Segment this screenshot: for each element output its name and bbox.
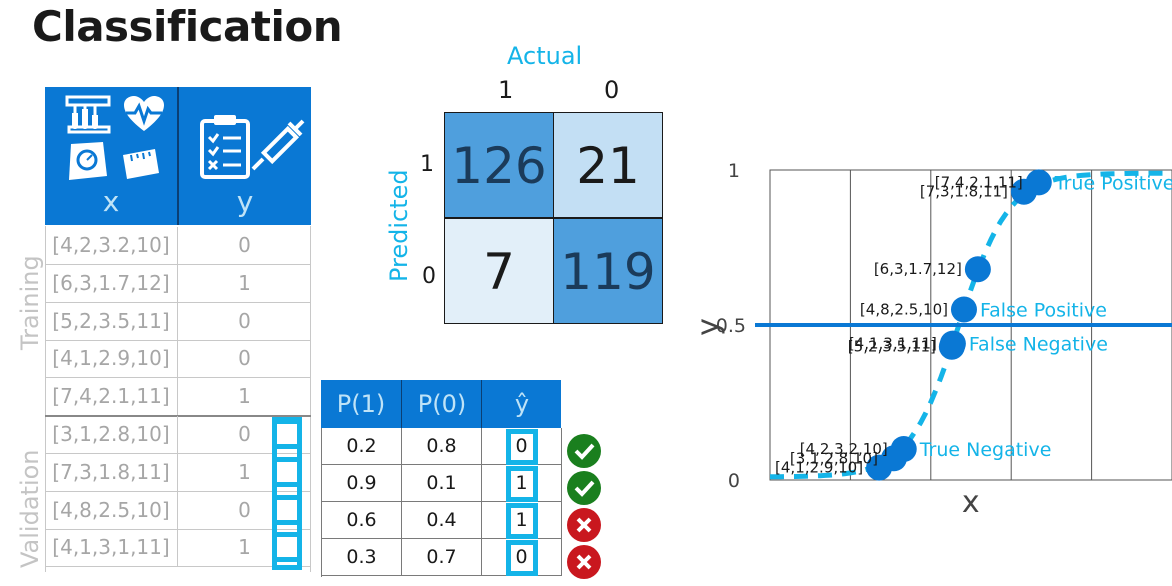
y-axis-label: y [691,318,726,336]
cross-icon [567,508,601,542]
annotation-label: True Positive [1054,172,1172,194]
feature-cell: [3,1,2.8,10] [45,416,178,453]
sigmoid-curve [770,170,1172,480]
label-cell: 0 [238,497,251,522]
p1-cell: 0.6 [322,502,402,539]
yhat-header: ŷ [481,380,562,428]
p0-cell: 0.8 [402,428,482,465]
point-label: [3,1,2,8,10] [790,449,878,467]
feature-cell: [7,3,1.8,11] [45,453,178,491]
point-label: [7,4,2.1,11] [935,173,1023,191]
cross-icon [567,545,601,579]
x-column-label: x [102,185,120,218]
scale-icon [69,142,107,180]
feature-cell: [4,1,3,1,11] [45,529,178,567]
probability-table: P(1) P(0) ŷ 0.2 0.8 0 0.9 0.1 1 0.6 0.4 1 0.3 0.7 0 [321,380,562,577]
test-tubes-icon [65,95,111,134]
check-icon [567,471,601,505]
cm-col-label-1: 1 [498,76,514,104]
point-label: [5,2,3.5,11] [848,338,936,356]
validation-row: [4,1,3,1,11] 1 [45,529,311,568]
data-point [1025,169,1052,196]
p1-cell: 0.2 [322,428,402,465]
p1-header: P(1) [336,390,386,418]
cm-cell-false-positive: 21 [553,112,663,218]
label-cell: 1 [238,459,251,484]
training-row: [5,2,3.5,11] 0 [45,302,311,341]
cm-cell-true-negative: 119 [553,218,663,324]
label-cell: 0 [238,422,251,446]
logistic-chart: [4,1,2.9,10][3,1,2,8,10][4,2,3,2,10] [4,1… [691,160,1172,520]
feature-cell: [5,2,3.5,11] [45,302,178,340]
point-label: [4,1,2.9,10] [775,459,863,477]
feature-cell: [6,3,1.7,12] [45,264,178,302]
data-table-grid [45,226,311,572]
cm-row-label-1: 1 [420,152,434,177]
point-label: [7,3,1.8,11] [920,183,1008,201]
data-point [890,436,917,462]
p1-cell: 0.9 [322,465,402,502]
p1-cell: 0.3 [322,539,402,576]
yhat-highlight [506,429,538,465]
validation-row: [7,3,1.8,11] 1 [45,453,311,492]
yhat-highlight [506,503,538,539]
annotation-label: False Negative [969,334,1108,356]
y-tick-label: 0.5 [716,315,746,337]
annotation-label: False Positive [980,300,1107,322]
label-cell: 0 [238,233,251,257]
training-row: [4,1,2.9,10] 0 [45,340,311,379]
point-label: [4,8,2.5,10] [860,301,948,319]
data-point [964,256,991,283]
clipboard-icon [200,115,250,179]
yhat-highlight [506,466,538,502]
validation-row: [4,8,2.5,10] 0 [45,491,311,530]
predicted-label: Predicted [385,169,413,282]
data-point [938,333,965,360]
label-cell: 1 [238,270,251,295]
training-row: [4,2,3.2,10] 0 [45,227,311,265]
cm-cell-false-negative: 7 [444,218,554,324]
feature-cell: [7,4,2.1,11] [45,378,178,416]
label-cell: 1 [238,384,251,409]
p0-header: P(0) [401,380,482,428]
check-icon [567,434,601,468]
feature-cell: [4,8,2.5,10] [45,491,178,529]
cm-col-label-0: 0 [604,76,620,104]
p0-cell: 0.4 [402,502,482,539]
y-tick-label: 1 [728,160,740,182]
probability-table-header: P(1) P(0) ŷ [321,380,561,428]
validation-column-highlight [272,417,302,571]
heart-rate-icon [124,96,164,131]
cm-row-label-0: 0 [422,264,436,289]
syringe-icon [251,119,305,171]
y-tick-label: 0 [728,470,740,492]
validation-label: Validation [16,449,44,568]
validation-row: [3,1,2.8,10] 0 [45,416,311,454]
page-title: Classification [32,2,343,51]
label-cell: 1 [238,535,251,560]
training-label: Training [16,255,44,350]
training-row: [6,3,1.7,12] 1 [45,264,311,303]
actual-label: Actual [507,42,583,70]
data-table-header: x y [45,87,311,225]
training-row: [7,4,2.1,11] 1 [45,378,311,418]
point-label: [4,1,3,1,11] [849,335,937,353]
point-label: [4,2,3,2,10] [800,440,888,458]
p0-cell: 0.7 [402,539,482,576]
feature-cell: [4,2,3.2,10] [45,227,178,264]
annotation-label: True Negative [919,439,1052,461]
label-cell: 0 [238,308,251,333]
cm-cell-true-positive: 126 [444,112,554,218]
y-column-label: y [236,185,254,218]
feature-cell: [4,1,2.9,10] [45,340,178,378]
p0-cell: 0.1 [402,465,482,502]
x-axis-label: x [962,485,980,520]
yhat-highlight [506,540,538,576]
point-label: [6,3,1.7,12] [874,260,962,278]
data-point [950,296,977,323]
tape-measure-icon [123,149,159,179]
label-cell: 0 [238,346,251,371]
